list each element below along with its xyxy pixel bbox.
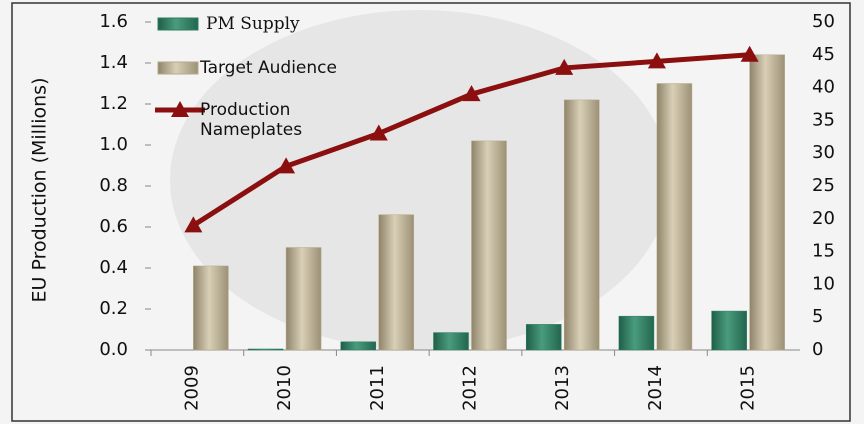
y-tick-label: 1.2	[99, 93, 128, 114]
y-tick-label: 0.2	[99, 298, 128, 319]
bar	[340, 341, 377, 351]
bar	[247, 348, 284, 351]
legend-label: Production Nameplates	[200, 100, 303, 140]
line-marker	[555, 58, 574, 75]
bar	[563, 99, 600, 351]
y-tick-label: 0.8	[99, 175, 128, 196]
y2-tick-label: 35	[812, 109, 835, 130]
x-tick-label: 2015	[738, 365, 759, 411]
bar	[471, 140, 507, 351]
y2-tick-label: 40	[812, 77, 835, 98]
y-tick-label: 1.0	[99, 134, 128, 155]
legend-label: PM Supply	[206, 14, 300, 34]
y2-tick-label: 45	[812, 44, 835, 65]
line-marker	[184, 216, 203, 233]
y2-tick-label: 15	[812, 241, 835, 262]
legend-swatch	[157, 61, 199, 75]
bar	[618, 315, 655, 351]
y-axis-label: EU Production (Millions)	[29, 78, 51, 303]
bar	[656, 83, 693, 351]
line-marker	[277, 157, 296, 174]
y2-tick-label: 25	[812, 175, 835, 196]
x-tick-label: 2013	[552, 365, 573, 411]
y-tick-label: 0.6	[99, 216, 128, 237]
bar	[749, 54, 785, 351]
bar	[378, 214, 415, 351]
y-tick-label: 0.0	[99, 339, 128, 360]
bar	[525, 324, 562, 351]
y2-tick-label: 30	[812, 142, 835, 163]
frame	[11, 2, 851, 422]
x-tick-label: 2009	[181, 365, 202, 411]
y-tick-label: 1.4	[99, 52, 128, 73]
y2-tick-label: 5	[812, 306, 823, 327]
bar	[433, 332, 469, 351]
y2-tick-label: 20	[812, 208, 835, 229]
legend-swatch	[157, 17, 199, 31]
bar	[285, 247, 322, 351]
y2-tick-label: 50	[812, 11, 835, 32]
y2-tick-label: 10	[812, 273, 835, 294]
line-marker	[369, 124, 388, 141]
line-marker	[462, 85, 481, 102]
line-marker	[740, 45, 759, 62]
x-tick-label: 2012	[460, 365, 481, 411]
x-tick-label: 2011	[367, 365, 388, 411]
y-tick-label: 0.4	[99, 257, 128, 278]
bar	[193, 265, 229, 351]
legend-label: Target Audience	[200, 58, 337, 78]
legend-marker	[171, 101, 189, 117]
line-marker	[647, 52, 666, 69]
y2-tick-label: 0	[812, 339, 823, 360]
bar	[711, 310, 747, 351]
x-tick-label: 2014	[645, 365, 666, 411]
y-tick-label: 1.6	[99, 11, 128, 32]
x-tick-label: 2010	[274, 365, 295, 411]
